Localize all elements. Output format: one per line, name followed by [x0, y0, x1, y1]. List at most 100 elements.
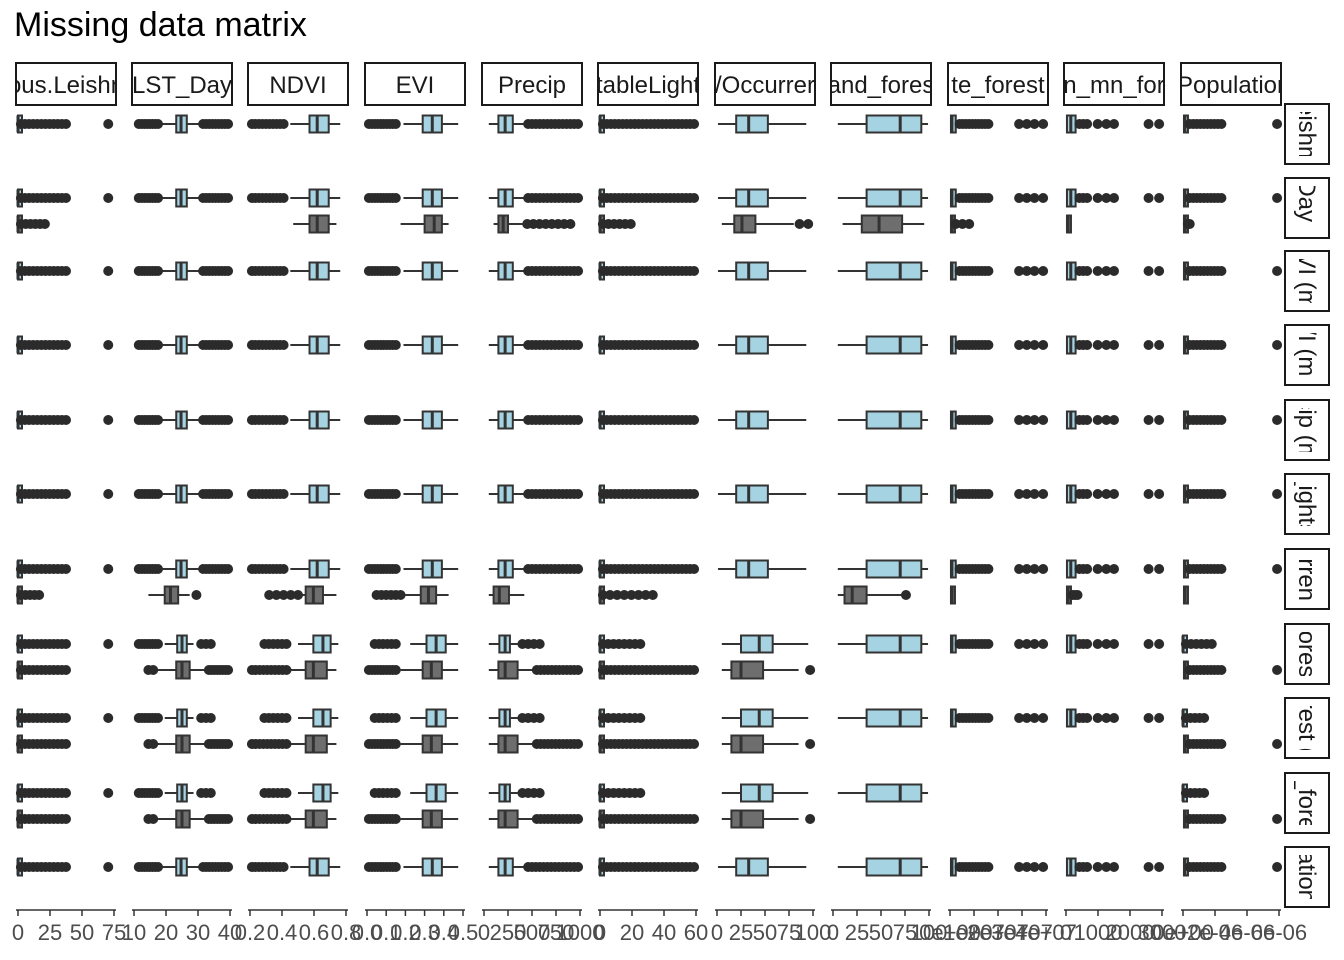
outlier-point [983, 193, 994, 203]
outlier-point [223, 193, 234, 203]
row-strip [1284, 548, 1330, 610]
outlier-point [573, 814, 584, 824]
outlier-point [293, 590, 303, 600]
box [304, 660, 328, 680]
outlier-point [1143, 564, 1154, 574]
outlier-point [278, 415, 289, 425]
outlier-point [103, 415, 114, 425]
outlier-point [1272, 814, 1283, 824]
x-axis-tick-label: 0 [12, 920, 24, 945]
box [843, 585, 868, 605]
column-strip-label: Populatior [1177, 72, 1285, 99]
x-axis-tick-label: 0e+00 [919, 920, 981, 945]
outlier-point [278, 266, 289, 276]
outlier-point [1082, 862, 1093, 872]
outlier-point [1101, 266, 1112, 276]
outlier-point [1092, 713, 1103, 723]
x-axis-tick-label: 0.6 [299, 920, 330, 945]
outlier-point [61, 788, 71, 798]
outlier-point [1029, 119, 1040, 129]
outlier-point [103, 639, 114, 649]
outlier-point [1038, 193, 1049, 203]
outlier-point [390, 193, 401, 203]
outlier-point [635, 788, 646, 798]
outlier-point [1014, 266, 1025, 276]
row-strip-label: forest [1293, 624, 1320, 684]
outlier-point [395, 590, 406, 600]
outlier-point [1272, 415, 1283, 425]
outlier-point [103, 193, 114, 203]
outlier-point [1038, 639, 1049, 649]
box [735, 559, 769, 579]
outlier-point [1216, 193, 1227, 203]
box [497, 734, 519, 754]
box [735, 335, 769, 355]
outlier-point [1216, 862, 1227, 872]
outlier-point [103, 489, 114, 499]
box [865, 559, 923, 579]
outlier-point [148, 739, 159, 749]
box [735, 484, 769, 504]
outlier-point [103, 713, 114, 723]
outlier-point [390, 814, 401, 824]
outlier-point [1014, 564, 1025, 574]
outlier-point [689, 489, 700, 499]
outlier-point [565, 219, 576, 229]
outlier-point [1101, 340, 1112, 350]
row-strip-label: _ights [1293, 471, 1320, 536]
x-axis-tick-label: 50 [869, 920, 893, 945]
facet-row [15, 335, 1283, 355]
box [740, 783, 774, 803]
outlier-point [689, 665, 700, 675]
outlier-point [1272, 489, 1283, 499]
outlier-point [1216, 415, 1227, 425]
outlier-point [689, 415, 700, 425]
outlier-point [61, 193, 71, 203]
outlier-point [264, 590, 275, 600]
row-strip-label: _fore [1293, 775, 1320, 831]
outlier-point [205, 639, 216, 649]
outlier-point [278, 564, 289, 574]
outlier-point [1109, 193, 1119, 203]
row-strip [1284, 473, 1330, 535]
outlier-point [223, 564, 234, 574]
box [308, 188, 330, 208]
outlier-point [689, 119, 700, 129]
outlier-point [153, 862, 163, 872]
outlier-point [390, 119, 401, 129]
row-strip-label: VI (m [1293, 252, 1320, 309]
outlier-point [39, 219, 50, 229]
x-axis-tick-label: 3000 [1138, 920, 1187, 945]
outlier-point [61, 564, 71, 574]
outlier-point [1082, 713, 1093, 723]
outlier-point [1154, 415, 1165, 425]
outlier-point [1101, 713, 1112, 723]
outlier-point [103, 340, 114, 350]
outlier-point [153, 266, 163, 276]
outlier-point [1029, 415, 1040, 425]
outlier-point [61, 119, 71, 129]
outlier-point [983, 564, 994, 574]
outlier-point [278, 862, 289, 872]
outlier-point [1272, 266, 1283, 276]
outlier-point [281, 639, 292, 649]
facet-row [15, 188, 1283, 234]
facet-row [15, 634, 1283, 680]
outlier-point [983, 119, 994, 129]
outlier-point [1092, 266, 1103, 276]
outlier-point [1101, 415, 1112, 425]
outlier-point [1021, 415, 1032, 425]
row-strip [1284, 623, 1330, 685]
box [730, 809, 765, 829]
box [308, 410, 330, 430]
outlier-point [61, 665, 71, 675]
outlier-point [1082, 266, 1093, 276]
box [740, 708, 774, 728]
outlier-point [689, 739, 700, 749]
outlier-point [1082, 639, 1093, 649]
column-strip [597, 62, 699, 106]
outlier-point [1014, 489, 1025, 499]
outlier-point [390, 639, 401, 649]
box [308, 335, 330, 355]
x-axis-tick-label: 20 [154, 920, 178, 945]
